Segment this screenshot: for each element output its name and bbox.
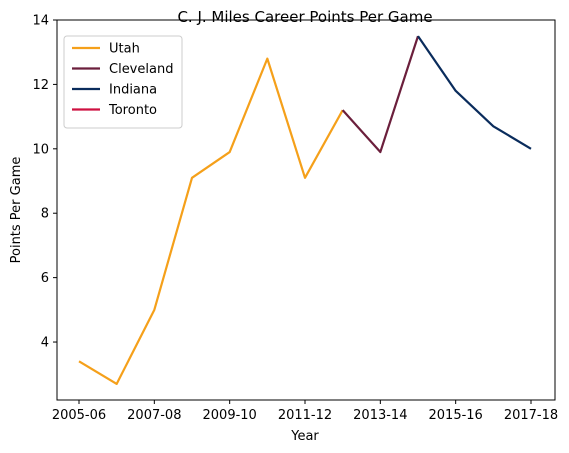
series-layer bbox=[78, 35, 532, 385]
legend-label: Utah bbox=[109, 42, 140, 57]
y-tick-label: 8 bbox=[41, 207, 49, 222]
y-tick-label: 12 bbox=[32, 78, 49, 93]
series-line-cleveland bbox=[341, 35, 420, 154]
x-tick-label: 2005-06 bbox=[52, 408, 106, 423]
x-axis: 2005-06 2007-08 2009-10 2011-12 2013-14 2015-… bbox=[52, 400, 558, 423]
x-tick-label: 2011-12 bbox=[278, 408, 332, 423]
x-tick-label: 2009-10 bbox=[203, 408, 257, 423]
x-tick-label: 2015-16 bbox=[429, 408, 483, 423]
series-line-utah bbox=[78, 57, 344, 385]
legend-label: Cleveland bbox=[109, 62, 173, 77]
x-tick-label: 2013-14 bbox=[353, 408, 407, 423]
series-line-indiana bbox=[417, 35, 532, 150]
legend-label: Indiana bbox=[109, 83, 157, 98]
legend-box bbox=[63, 35, 183, 129]
x-tick-label: 2017-18 bbox=[504, 408, 558, 423]
y-axis-title: Points Per Game bbox=[9, 157, 24, 264]
y-tick-label: 14 bbox=[32, 14, 49, 29]
x-axis-title: Year bbox=[290, 429, 319, 444]
y-tick-label: 6 bbox=[41, 271, 49, 286]
legend: Utah Cleveland Indiana Toronto bbox=[63, 35, 183, 129]
plot-frame bbox=[56, 19, 556, 401]
x-tick-label: 2007-08 bbox=[127, 408, 181, 423]
legend-label: Toronto bbox=[108, 103, 157, 118]
chart-title: C. J. Miles Career Points Per Game bbox=[177, 8, 432, 26]
y-tick-label: 10 bbox=[32, 142, 49, 157]
y-axis: 4 6 8 10 12 14 bbox=[32, 14, 57, 351]
y-tick-label: 4 bbox=[41, 336, 49, 351]
